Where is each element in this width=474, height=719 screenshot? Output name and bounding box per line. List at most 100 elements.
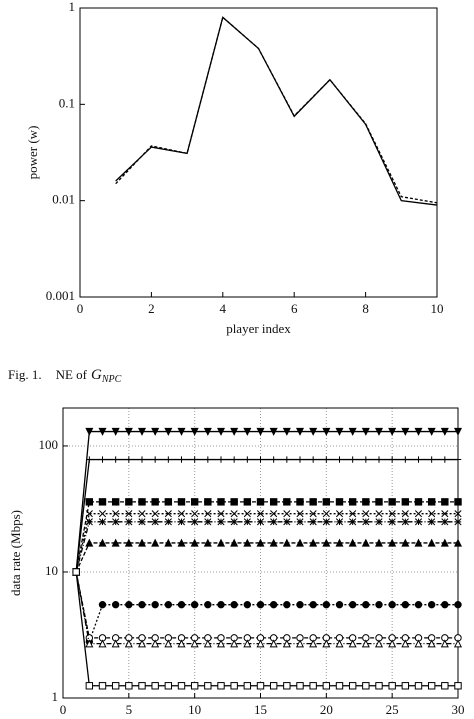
marker (283, 518, 291, 526)
marker (322, 600, 331, 609)
marker (138, 682, 146, 690)
marker (270, 510, 278, 518)
caption-symbol: G (91, 367, 102, 383)
marker (230, 510, 238, 518)
marker (427, 682, 436, 690)
marker (256, 538, 265, 547)
marker (427, 498, 436, 506)
series-line (75, 521, 458, 573)
marker (375, 518, 383, 526)
marker (85, 682, 94, 690)
marker (98, 518, 107, 526)
marker (427, 427, 436, 436)
marker (217, 498, 225, 506)
marker (348, 639, 357, 648)
marker (230, 427, 239, 436)
marker (125, 456, 133, 463)
marker (374, 639, 384, 648)
marker (335, 498, 344, 506)
marker (322, 510, 330, 518)
marker (177, 639, 186, 648)
x-tick-label: 25 (386, 702, 399, 717)
marker (453, 538, 463, 547)
marker (124, 538, 133, 547)
marker (230, 600, 238, 609)
marker (85, 498, 94, 506)
marker (440, 538, 449, 547)
marker (190, 682, 199, 690)
x-tick-label: 20 (320, 702, 333, 717)
caption-text: NE of (56, 367, 88, 382)
marker (362, 682, 370, 690)
marker (375, 600, 383, 609)
marker (164, 427, 173, 436)
marker (112, 456, 119, 463)
marker (309, 600, 317, 609)
marker (309, 510, 317, 518)
series-line (75, 571, 458, 687)
marker (388, 510, 396, 518)
marker (441, 682, 449, 690)
marker (85, 427, 94, 436)
marker (374, 427, 384, 436)
marker (282, 427, 291, 436)
marker (165, 456, 172, 463)
marker (72, 568, 80, 576)
marker (375, 498, 383, 506)
marker (164, 510, 172, 518)
marker (190, 600, 199, 609)
marker (269, 682, 278, 690)
marker (349, 518, 357, 526)
marker (138, 518, 146, 526)
marker (216, 538, 226, 547)
series-line (115, 16, 438, 206)
marker (388, 498, 396, 506)
series-line (115, 16, 438, 204)
marker (323, 456, 330, 463)
series-line (75, 513, 458, 573)
marker (296, 498, 304, 506)
marker (256, 682, 265, 690)
marker (151, 510, 159, 518)
marker (322, 518, 330, 526)
marker (361, 538, 370, 547)
marker (402, 456, 409, 463)
marker (98, 639, 107, 648)
marker (414, 510, 423, 518)
marker (164, 639, 173, 648)
marker (295, 639, 305, 648)
marker (454, 600, 462, 609)
marker (401, 600, 410, 609)
marker (348, 682, 357, 690)
marker (428, 456, 435, 463)
marker (362, 510, 370, 518)
marker (348, 427, 357, 436)
marker (138, 510, 146, 518)
marker (309, 427, 318, 436)
marker (243, 600, 252, 609)
x-tick-label: 6 (291, 301, 298, 316)
caption: Fig. 1. NE of GNPC (8, 367, 122, 385)
marker (125, 682, 133, 690)
marker (98, 498, 107, 506)
marker (414, 538, 423, 547)
marker (296, 456, 304, 463)
marker (203, 639, 212, 648)
plot-frame (62, 407, 459, 699)
x-tick-label: 10 (188, 702, 201, 717)
marker (111, 538, 120, 547)
marker (335, 538, 344, 547)
marker (401, 639, 410, 648)
marker (270, 456, 277, 463)
series-line (75, 571, 458, 645)
marker (362, 498, 370, 506)
marker (361, 639, 370, 648)
marker (124, 639, 133, 648)
marker (335, 639, 344, 648)
marker (98, 682, 107, 690)
marker (111, 639, 120, 648)
marker (124, 427, 133, 436)
marker (388, 600, 396, 609)
marker (137, 427, 147, 436)
marker (375, 682, 383, 690)
